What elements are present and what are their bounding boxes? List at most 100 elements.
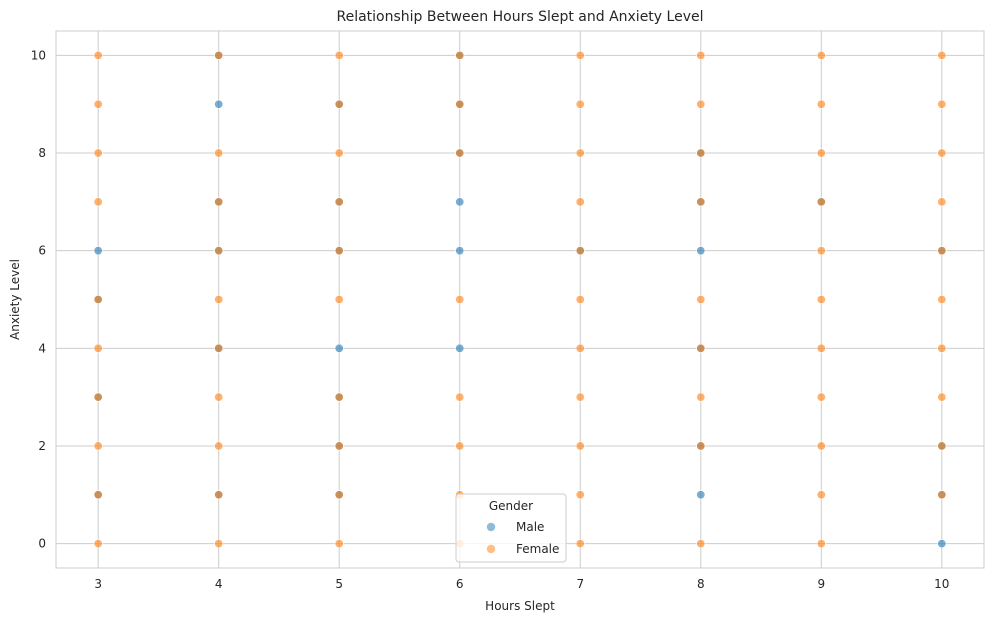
data-point-female	[455, 392, 465, 402]
data-point-male	[696, 490, 706, 500]
data-point-female	[816, 392, 826, 402]
data-point-female	[575, 246, 585, 256]
y-tick-labels: 0 2 4 6 8 10	[31, 48, 46, 550]
data-point-male	[455, 246, 465, 256]
y-tick-label: 2	[38, 439, 46, 453]
x-tick-label: 9	[817, 577, 825, 591]
data-points	[93, 50, 947, 549]
data-point-female	[816, 343, 826, 353]
data-point-male	[455, 197, 465, 207]
data-point-female	[455, 50, 465, 60]
x-tick-label: 10	[934, 577, 949, 591]
data-point-female	[575, 50, 585, 60]
data-point-female	[334, 490, 344, 500]
legend-marker-male	[486, 522, 496, 532]
data-point-female	[937, 99, 947, 109]
chart-title: Relationship Between Hours Slept and Anx…	[337, 9, 704, 25]
data-point-female	[93, 490, 103, 500]
data-point-female	[93, 441, 103, 451]
data-point-female	[334, 99, 344, 109]
data-point-female	[816, 197, 826, 207]
data-point-female	[455, 441, 465, 451]
x-tick-label: 5	[335, 577, 343, 591]
data-point-female	[334, 294, 344, 304]
data-point-female	[575, 148, 585, 158]
data-point-female	[696, 392, 706, 402]
data-point-female	[937, 343, 947, 353]
y-tick-label: 10	[31, 48, 46, 62]
data-point-female	[937, 246, 947, 256]
legend-box	[455, 493, 567, 563]
legend-title: Gender	[489, 499, 533, 513]
data-point-female	[575, 441, 585, 451]
legend-label-female: Female	[516, 542, 559, 556]
legend-label-male: Male	[516, 520, 544, 534]
data-point-female	[816, 50, 826, 60]
data-point-female	[93, 197, 103, 207]
data-point-female	[455, 99, 465, 109]
x-tick-label: 8	[697, 577, 705, 591]
data-point-female	[93, 294, 103, 304]
data-point-female	[334, 197, 344, 207]
data-point-female	[93, 99, 103, 109]
data-point-female	[696, 50, 706, 60]
data-point-female	[937, 148, 947, 158]
plot-area	[55, 30, 985, 569]
legend-marker-female	[486, 544, 496, 554]
data-point-female	[816, 539, 826, 549]
x-tick-label: 4	[215, 577, 223, 591]
y-tick-label: 8	[38, 146, 46, 160]
data-point-female	[334, 246, 344, 256]
x-tick-label: 7	[576, 577, 584, 591]
data-point-female	[575, 343, 585, 353]
data-point-female	[214, 50, 224, 60]
data-point-female	[696, 441, 706, 451]
data-point-female	[696, 148, 706, 158]
data-point-male	[93, 246, 103, 256]
data-point-female	[696, 343, 706, 353]
data-point-female	[334, 148, 344, 158]
data-point-female	[93, 539, 103, 549]
data-point-female	[696, 294, 706, 304]
data-point-female	[334, 441, 344, 451]
data-point-female	[214, 343, 224, 353]
data-point-female	[816, 99, 826, 109]
data-point-female	[334, 539, 344, 549]
x-axis-label: Hours Slept	[485, 599, 555, 613]
data-point-female	[696, 539, 706, 549]
data-point-female	[816, 441, 826, 451]
data-point-female	[214, 392, 224, 402]
data-point-female	[816, 246, 826, 256]
data-point-female	[575, 197, 585, 207]
y-tick-label: 0	[38, 537, 46, 551]
data-point-female	[334, 392, 344, 402]
data-point-female	[93, 50, 103, 60]
data-point-female	[214, 490, 224, 500]
data-point-female	[214, 148, 224, 158]
x-tick-labels: 3 4 5 6 7 8 9 10	[94, 577, 949, 591]
data-point-female	[93, 148, 103, 158]
data-point-male	[334, 343, 344, 353]
data-point-female	[455, 294, 465, 304]
data-point-female	[575, 294, 585, 304]
data-point-female	[214, 294, 224, 304]
data-point-female	[816, 490, 826, 500]
data-point-female	[575, 490, 585, 500]
y-tick-label: 6	[38, 244, 46, 258]
data-point-female	[937, 197, 947, 207]
y-axis-label: Anxiety Level	[8, 259, 22, 340]
data-point-female	[575, 99, 585, 109]
data-point-female	[214, 441, 224, 451]
data-point-male	[455, 343, 465, 353]
data-point-female	[93, 392, 103, 402]
data-point-female	[937, 441, 947, 451]
x-tick-label: 6	[456, 577, 464, 591]
data-point-female	[214, 539, 224, 549]
x-tick-label: 3	[94, 577, 102, 591]
data-point-female	[937, 294, 947, 304]
data-point-female	[937, 392, 947, 402]
data-point-female	[214, 197, 224, 207]
legend-items: Male Female	[486, 520, 559, 556]
